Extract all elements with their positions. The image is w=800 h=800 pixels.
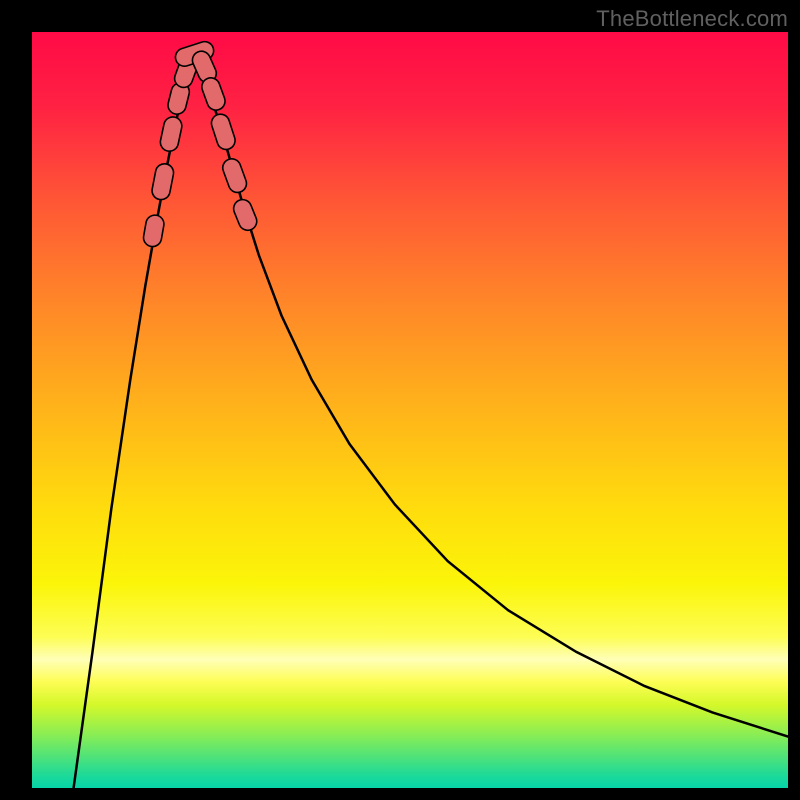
figure-outer: TheBottleneck.com <box>0 0 800 800</box>
overlay-capsule <box>199 75 227 112</box>
overlay-capsule <box>209 112 237 152</box>
overlay-capsule <box>142 214 165 248</box>
plot-area <box>32 32 788 788</box>
curve-left-branch <box>74 53 195 788</box>
overlay-capsule <box>220 156 249 195</box>
overlay-capsule <box>151 162 176 201</box>
overlay-capsule <box>231 197 260 233</box>
curve-right-branch <box>195 53 788 736</box>
chart-svg <box>32 32 788 788</box>
overlay-markers <box>142 39 259 248</box>
watermark-text: TheBottleneck.com <box>596 6 788 32</box>
overlay-capsule <box>159 115 184 153</box>
